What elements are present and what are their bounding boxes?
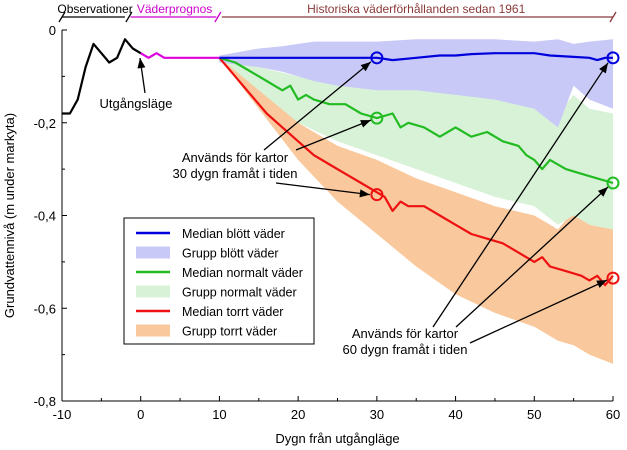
arrow-head <box>599 62 608 74</box>
x-tick-label: 50 <box>527 407 541 422</box>
legend-swatch-band <box>136 246 170 259</box>
period-label-observations: Observationer <box>57 2 132 16</box>
annotation-30-line2: 30 dygn framåt i tiden <box>172 166 297 181</box>
period-separator <box>125 11 133 23</box>
band-5 <box>219 57 613 364</box>
arrow-head <box>597 187 608 197</box>
marker-circle <box>606 176 620 190</box>
band-1 <box>219 39 613 128</box>
arrow-head <box>360 61 371 72</box>
series-line-4 <box>218 57 614 287</box>
axes-layer: -10 0 10 20 30 40 50 60 0 -0,2 -0,4 -0,6 -0,8 Dygn fr… <box>2 23 620 446</box>
legend-label: Grupp blött väder <box>182 247 279 261</box>
period-label-historical: Historiska väderförhållanden sedan 1961 <box>307 2 525 16</box>
legend: Median blött väder Grupp blött väder Media… <box>123 217 315 345</box>
arrow-line <box>275 182 370 196</box>
legend-label: Median torrt väder <box>182 305 283 319</box>
series-line-2 <box>219 56 614 185</box>
marker-circle <box>606 271 620 285</box>
period-separator <box>214 11 222 23</box>
x-tick-label: 10 <box>212 407 226 422</box>
arrow-line <box>469 279 608 344</box>
lines-layer <box>62 38 620 287</box>
marker-circle <box>606 51 620 65</box>
observations-line <box>62 38 142 115</box>
period-label-forecast: Väderprognos <box>137 2 212 16</box>
x-tick-label: 60 <box>606 407 620 422</box>
arrow-head <box>596 280 607 288</box>
x-tick-label: 0 <box>137 407 144 422</box>
legend-label: Median blött väder <box>182 227 285 241</box>
arrow-line <box>455 186 609 328</box>
marker-circle <box>370 188 384 202</box>
x-tick-label: 30 <box>370 407 384 422</box>
y-tick-label: -0,2 <box>34 116 56 131</box>
legend-label: Median normalt väder <box>182 266 303 280</box>
y-tick-label: -0,4 <box>34 209 56 224</box>
annotation-utgangslage: Utgångsläge <box>100 96 173 111</box>
period-separator <box>609 11 617 23</box>
series-line-0 <box>219 52 613 62</box>
arrow-head <box>359 189 370 198</box>
annotation-30-line1: Används för kartor <box>182 150 289 165</box>
y-tick-label: 0 <box>49 23 56 38</box>
x-tick-label: 20 <box>291 407 305 422</box>
marker-circle <box>370 51 384 65</box>
annotation-60-line1: Används för kartor <box>352 326 459 341</box>
y-axis-label: Grundvattennivå (m under markyta) <box>2 113 17 318</box>
periods-layer: Observationer Väderprognos Historiska väde… <box>57 2 617 23</box>
legend-label: Grupp normalt väder <box>182 286 297 300</box>
legend-swatch-band <box>136 324 170 337</box>
legend-label: Grupp torrt väder <box>182 325 277 339</box>
annotation-60-line2: 60 dygn framåt i tiden <box>342 342 467 357</box>
arrow-head <box>360 120 371 128</box>
x-tick-label: -10 <box>53 407 72 422</box>
arrow-line <box>295 119 372 151</box>
legend-box <box>123 217 315 345</box>
period-separator <box>58 11 66 23</box>
forecast-line <box>140 52 220 59</box>
y-tick-label: -0,8 <box>34 394 56 409</box>
arrow-line <box>263 61 372 151</box>
legend-swatch-band <box>136 285 170 298</box>
marker-circle <box>370 111 384 125</box>
arrow-head <box>137 58 146 69</box>
arrow-line <box>432 62 609 328</box>
x-axis-label: Dygn från utgångläge <box>275 431 399 446</box>
x-tick-label: 40 <box>448 407 462 422</box>
y-tick-label: -0,6 <box>34 301 56 316</box>
